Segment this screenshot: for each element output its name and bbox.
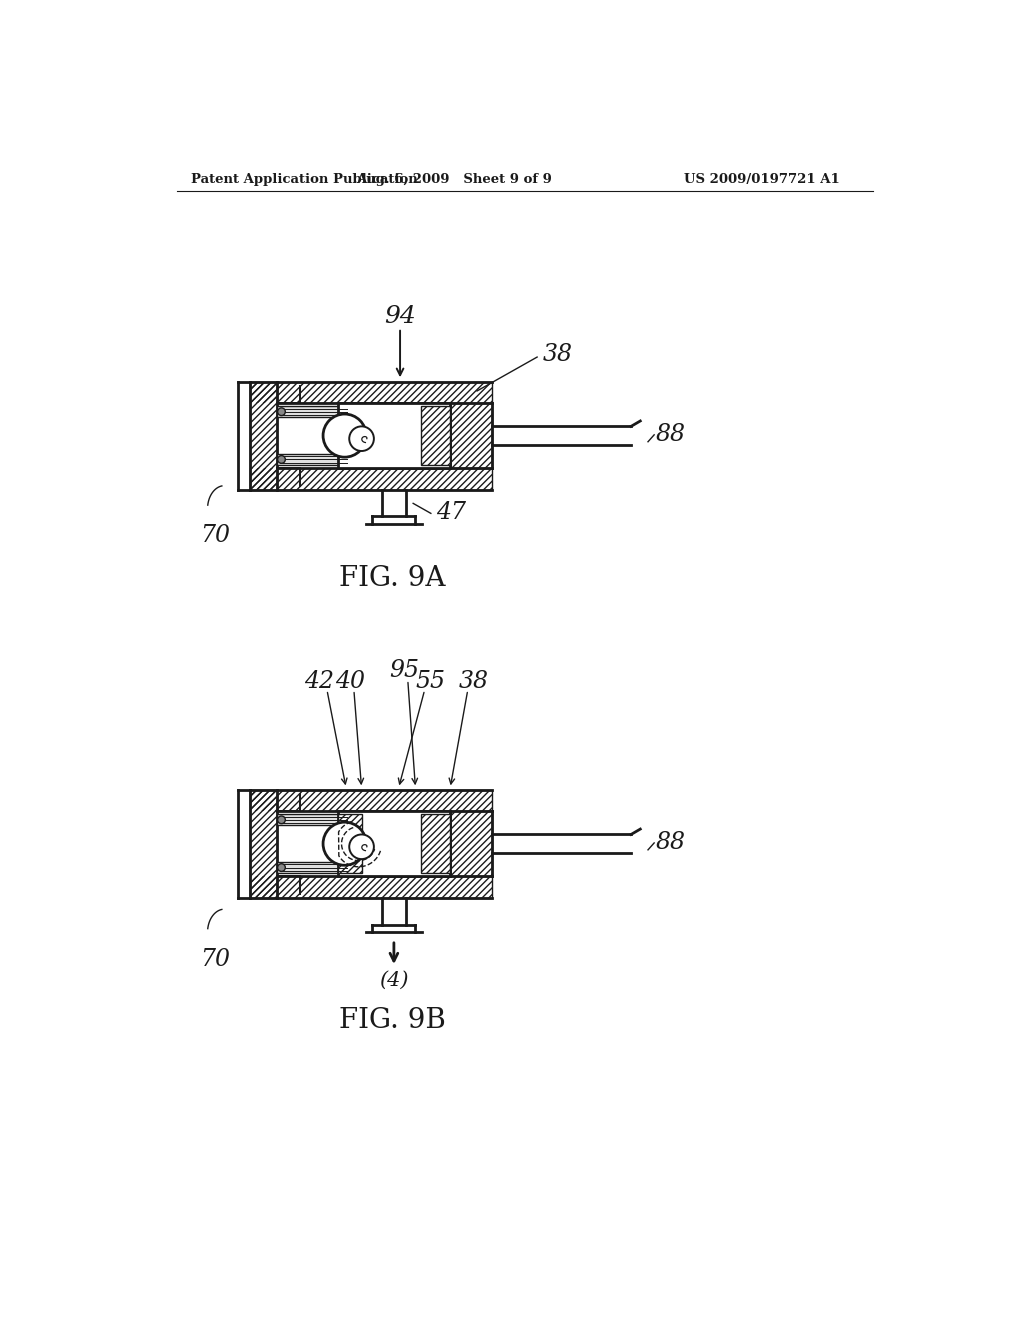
Text: 95: 95: [389, 659, 419, 682]
Circle shape: [278, 863, 286, 871]
Polygon shape: [250, 469, 493, 490]
Text: Aug. 6, 2009   Sheet 9 of 9: Aug. 6, 2009 Sheet 9 of 9: [356, 173, 552, 186]
Text: 47: 47: [436, 502, 466, 524]
Bar: [339, 812, 451, 876]
Text: 70: 70: [200, 948, 229, 970]
Polygon shape: [250, 381, 493, 404]
Bar: [276, 814, 350, 825]
Polygon shape: [250, 876, 493, 898]
Polygon shape: [250, 381, 276, 490]
Circle shape: [278, 816, 286, 824]
Polygon shape: [421, 814, 451, 873]
Text: 88: 88: [655, 830, 686, 854]
Text: 94: 94: [384, 305, 416, 327]
Text: Patent Application Publication: Patent Application Publication: [190, 173, 418, 186]
Bar: [276, 862, 350, 873]
Bar: [276, 407, 350, 417]
Polygon shape: [250, 789, 276, 898]
Circle shape: [278, 408, 286, 416]
Circle shape: [323, 414, 367, 457]
Circle shape: [349, 426, 374, 451]
Text: 40: 40: [335, 671, 365, 693]
Polygon shape: [250, 789, 493, 812]
Text: 88: 88: [655, 422, 686, 446]
Polygon shape: [451, 812, 493, 876]
Bar: [276, 404, 339, 469]
Circle shape: [349, 834, 374, 859]
Text: (4): (4): [379, 970, 409, 990]
Text: US 2009/0197721 A1: US 2009/0197721 A1: [684, 173, 840, 186]
Text: FIG. 9B: FIG. 9B: [339, 1007, 445, 1035]
Text: FIG. 9A: FIG. 9A: [339, 565, 445, 591]
Circle shape: [323, 822, 367, 866]
Text: 70: 70: [200, 524, 229, 548]
Text: 38: 38: [543, 343, 572, 366]
Circle shape: [278, 455, 286, 463]
Bar: [276, 812, 339, 876]
Polygon shape: [339, 814, 361, 873]
Polygon shape: [421, 407, 451, 465]
Polygon shape: [451, 404, 493, 469]
Bar: [339, 404, 451, 469]
Bar: [276, 454, 350, 465]
Text: 42: 42: [304, 671, 334, 693]
Text: 55: 55: [416, 671, 445, 693]
Text: 38: 38: [458, 671, 488, 693]
